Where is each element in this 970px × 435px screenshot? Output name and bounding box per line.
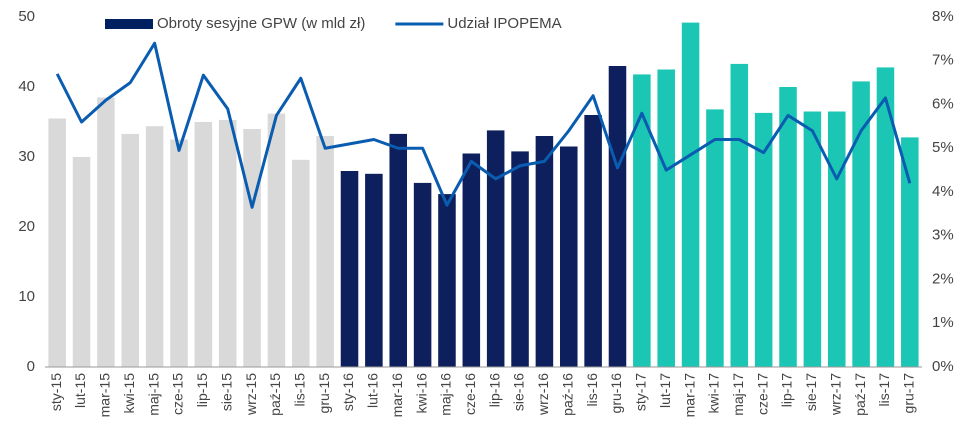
x-tick-label: maj-16 [438,373,454,416]
bar [72,157,91,367]
line [55,41,912,209]
x-tick-label: lut-15 [72,373,88,408]
bar [803,111,822,367]
bar [633,74,651,368]
x-tick-label: lip-15 [194,373,210,407]
bar [584,115,602,367]
x-tick-label: mar-17 [681,373,697,418]
y-tick-label: 0 [27,358,35,375]
x-tick-label: kwi-17 [706,373,722,414]
x-tick-label: lut-17 [657,373,673,408]
legend-label: Obroty sesyjne GPW (w mld zł) [157,15,365,32]
y-tick-label: 50 [18,8,35,25]
y2-tick-label: 0% [932,358,954,375]
x-tick-label: gru-15 [316,373,332,414]
bar [48,118,66,367]
x-tick-label: cze-17 [754,373,770,415]
bar [121,133,140,367]
bar [292,159,310,367]
y2-tick-label: 7% [932,52,954,69]
y-tick-label: 20 [18,218,35,235]
y2-tick-label: 3% [932,227,954,244]
bar [486,130,505,367]
bar [730,63,749,368]
x-tick-label: sie-15 [218,373,234,411]
bar [511,151,529,367]
x-tick-label: kwi-15 [121,373,137,414]
bar [365,173,383,367]
bar [559,146,578,367]
x-tick-label: wrz-16 [535,373,551,416]
x-tick-label: mar-16 [389,373,405,418]
legend-label: Udział IPOPEMA [447,15,561,32]
x-tick-label: sie-16 [511,373,527,411]
x-tick-label: paź-16 [559,373,575,416]
bar [754,112,773,368]
bar [876,67,895,368]
x-tick-label: lis-17 [876,373,892,407]
x-tick-label: sty-16 [340,373,356,411]
bar [438,194,456,367]
y-tick-label: 30 [18,148,35,165]
bar [218,119,237,368]
bar [852,81,870,368]
bar [657,69,675,367]
x-tick-label: lut-16 [365,373,381,408]
y2-tick-label: 8% [932,8,954,25]
bar [901,137,919,367]
y2-tick-label: 6% [932,95,954,112]
x-tick-label: wrz-15 [243,373,259,416]
x-tick-label: lip-16 [486,373,502,407]
x-tick-label: paź-15 [267,373,283,416]
x-tick-label: lis-15 [291,373,307,407]
x-tick-label: cze-15 [170,373,186,415]
y2-tick-label: 4% [932,183,954,200]
y-tick-label: 10 [18,288,35,305]
y-tick-label: 40 [18,78,35,95]
bar [681,22,700,367]
x-tick-label: maj-17 [730,373,746,416]
bar [462,153,481,367]
x-tick-label: gru-16 [608,373,624,414]
x-tick-label: kwi-16 [413,373,429,414]
y2-tick-label: 5% [932,139,954,156]
y2-tick-label: 2% [932,270,954,287]
x-tick-label: gru-17 [901,373,917,414]
y2-tick-label: 1% [932,314,954,331]
legend-swatch [105,19,153,29]
bar [608,66,627,367]
bar [340,171,359,367]
x-tick-label: wrz-17 [827,373,843,416]
x-tick-label: mar-15 [97,373,113,418]
bar [827,111,846,367]
x-tick-label: sie-17 [803,373,819,411]
bar [267,113,286,367]
bar [316,136,334,367]
x-tick-label: maj-15 [145,373,161,416]
bar [170,139,188,367]
x-tick-label: paź-17 [852,373,868,416]
bar [389,133,408,367]
bar [535,136,554,367]
x-tick-label: lis-16 [584,373,600,407]
x-tick-label: sty-17 [633,373,649,411]
bar [243,129,261,367]
bar [779,87,797,367]
x-tick-label: cze-16 [462,373,478,415]
bar [97,97,115,367]
x-tick-label: lip-17 [779,373,795,407]
x-tick-label: sty-15 [48,373,64,411]
bar [194,122,213,367]
bar [145,126,164,367]
bar [706,109,724,368]
bar [413,182,432,367]
